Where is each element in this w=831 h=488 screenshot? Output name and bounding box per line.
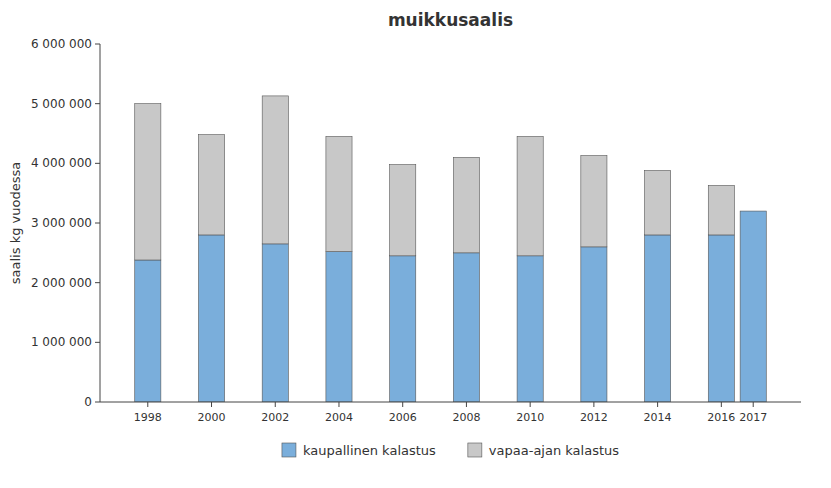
x-tick bbox=[275, 402, 276, 407]
y-tick bbox=[95, 342, 100, 343]
y-tick bbox=[95, 44, 100, 45]
bar bbox=[740, 211, 766, 402]
bar bbox=[326, 252, 352, 402]
bar bbox=[198, 235, 224, 402]
bar bbox=[517, 256, 543, 402]
x-tick bbox=[402, 402, 403, 407]
bar bbox=[708, 185, 734, 235]
y-tick-label: 0 bbox=[84, 395, 92, 409]
bar bbox=[453, 253, 479, 402]
series bbox=[135, 96, 735, 260]
y-tick bbox=[95, 163, 100, 164]
y-tick-label: 6 000 000 bbox=[31, 37, 92, 51]
x-tick-label: 2012 bbox=[580, 411, 608, 424]
x-tick-label: 2010 bbox=[516, 411, 544, 424]
axes: 0 1 000 000 2 000 000 3 000 000 4 000 000 5 0… bbox=[31, 37, 801, 424]
y-tick bbox=[95, 223, 100, 224]
legend-label: kaupallinen kalastus bbox=[303, 443, 436, 458]
legend: kaupallinen kalastus vapaa-ajan kalastus bbox=[282, 443, 619, 458]
x-tick-label: 2000 bbox=[198, 411, 226, 424]
bar bbox=[517, 136, 543, 255]
bar bbox=[581, 156, 607, 247]
bar bbox=[740, 211, 766, 212]
bar bbox=[645, 235, 671, 402]
bar bbox=[326, 136, 352, 251]
x-tick-label: 2004 bbox=[325, 411, 353, 424]
x-tick-label: 2002 bbox=[261, 411, 289, 424]
y-tick bbox=[95, 402, 100, 403]
y-axis-label: saalis kg vuodessa bbox=[8, 162, 23, 284]
x-tick bbox=[593, 402, 594, 407]
bar bbox=[262, 96, 288, 244]
legend-label: vapaa-ajan kalastus bbox=[489, 443, 619, 458]
x-axis-line bbox=[100, 402, 801, 403]
chart: muikkusaalis saalis kg vuodessa 0 1 000 000… bbox=[0, 0, 831, 488]
x-tick-label: 1998 bbox=[134, 411, 162, 424]
y-tick-label: 3 000 000 bbox=[31, 216, 92, 230]
y-tick-label: 4 000 000 bbox=[31, 156, 92, 170]
x-tick-label: 2006 bbox=[389, 411, 417, 424]
y-tick-label: 2 000 000 bbox=[31, 276, 92, 290]
x-tick bbox=[338, 402, 339, 407]
x-tick-label: 2016 bbox=[707, 411, 735, 424]
bar bbox=[453, 157, 479, 252]
legend-item: vapaa-ajan kalastus bbox=[468, 443, 619, 458]
bar bbox=[390, 256, 416, 402]
series bbox=[135, 211, 767, 402]
x-tick bbox=[657, 402, 658, 407]
x-tick-label: 2014 bbox=[644, 411, 672, 424]
x-tick bbox=[721, 402, 722, 407]
x-tick bbox=[466, 402, 467, 407]
x-tick bbox=[147, 402, 148, 407]
x-tick-label: 2008 bbox=[452, 411, 480, 424]
title: muikkusaalis bbox=[388, 10, 513, 30]
y-tick bbox=[95, 282, 100, 283]
legend-item: kaupallinen kalastus bbox=[282, 443, 436, 458]
bar bbox=[262, 244, 288, 402]
x-tick bbox=[530, 402, 531, 407]
x-tick bbox=[211, 402, 212, 407]
bar bbox=[645, 170, 671, 234]
x-tick bbox=[753, 402, 754, 407]
legend-swatch bbox=[468, 443, 482, 457]
bars bbox=[135, 96, 767, 402]
bar bbox=[390, 165, 416, 256]
y-tick-label: 5 000 000 bbox=[31, 97, 92, 111]
y-tick bbox=[95, 103, 100, 104]
bar bbox=[198, 135, 224, 235]
y-tick-label: 1 000 000 bbox=[31, 335, 92, 349]
x-tick-label: 2017 bbox=[739, 411, 767, 424]
bar bbox=[581, 247, 607, 402]
bar bbox=[135, 104, 161, 260]
legend-swatch bbox=[282, 443, 296, 457]
bar bbox=[708, 235, 734, 402]
bar bbox=[135, 260, 161, 402]
